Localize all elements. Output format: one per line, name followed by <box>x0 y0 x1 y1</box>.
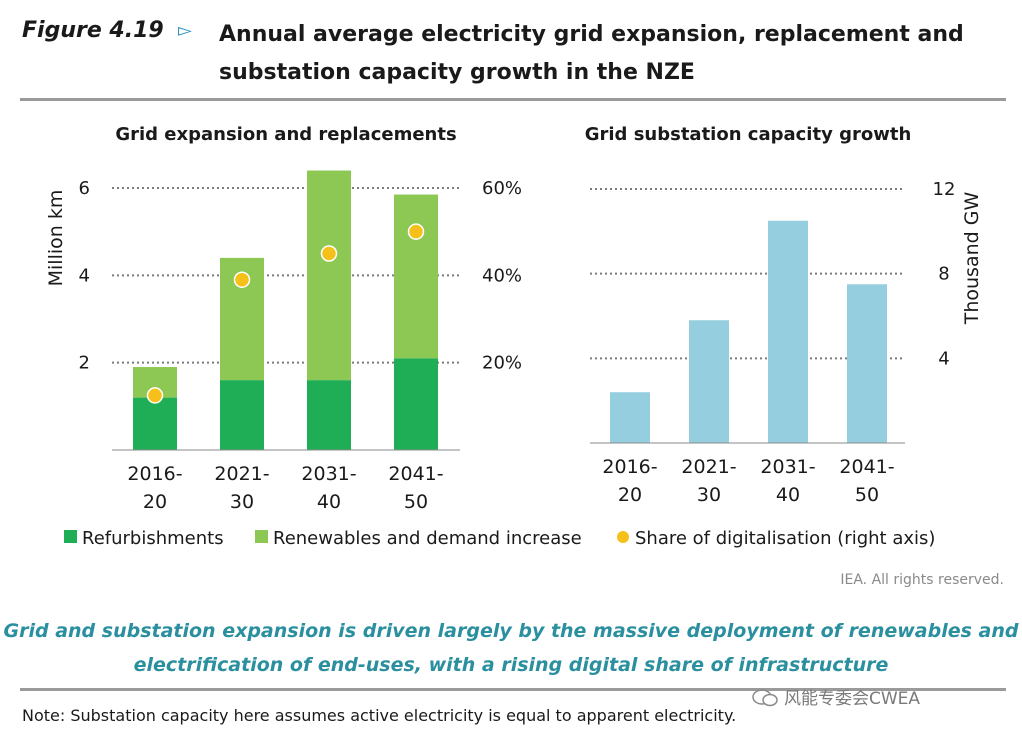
chart1-y2-tick-label: 40% <box>482 265 522 286</box>
chart2-title: Grid substation capacity growth <box>585 124 912 145</box>
chart2-x-tick-label: 20 <box>618 484 642 506</box>
charts-svg: Grid expansion and replacements 2 20% 4 40% 6… <box>45 124 983 549</box>
chart1-y2-tick-label: 60% <box>482 178 522 199</box>
chart1-x-tick-label: 2041- <box>388 463 443 485</box>
legend-marker-digitalisation <box>617 531 629 543</box>
digitalisation-share-point <box>233 271 251 288</box>
chart1-y-tick-label: 4 <box>79 265 90 286</box>
chart1-x-tick-label: 2021- <box>214 463 269 485</box>
chart2-x-tick-label: 40 <box>776 484 800 506</box>
chart1-x-tick-label: 20 <box>143 491 167 513</box>
chart2-x-tick-label: 2021- <box>681 456 736 478</box>
chart1-y-tick-label: 6 <box>79 178 90 199</box>
chart2-y-tick-label: 12 <box>933 179 956 200</box>
figure-title: Annual average electricity grid expansio… <box>219 22 964 85</box>
headline-caption: Grid and substation expansion is driven … <box>3 620 1019 676</box>
chart2-y-tick-label: 4 <box>938 348 949 369</box>
legend-label: Share of digitalisation (right axis) <box>635 528 935 549</box>
figure-arrow-icon: ▻ <box>178 20 192 41</box>
chart2-y-axis-label: Thousand GW <box>961 192 983 326</box>
legend-marker-renewables <box>255 530 268 543</box>
chart1-x-tick-label: 30 <box>230 491 254 513</box>
bar-substation-capacity <box>610 392 650 443</box>
digitalisation-share-point <box>146 387 164 404</box>
chart1-title: Grid expansion and replacements <box>115 124 456 145</box>
watermark-text: 风能专委会CWEA <box>784 689 921 709</box>
footer-divider <box>20 688 1006 691</box>
chart2-x-tick-label: 2031- <box>760 456 815 478</box>
chart1-y2-tick-label: 20% <box>482 353 522 374</box>
bar-refurbishments <box>133 397 177 450</box>
digitalisation-share-point <box>320 245 338 262</box>
chart1-x-tick-label: 50 <box>404 491 428 513</box>
bar-renewables-demand <box>307 170 351 381</box>
credit-text: IEA. All rights reserved. <box>840 572 1004 588</box>
chart1-y-axis-label: Million km <box>45 190 67 287</box>
bar-substation-capacity <box>847 284 887 443</box>
legend-label: Refurbishments <box>82 528 224 549</box>
chart1-x-tick-label: 2031- <box>301 463 356 485</box>
chart2-x-tick-label: 30 <box>697 484 721 506</box>
bar-substation-capacity <box>768 220 808 443</box>
chart1-y-tick-label: 2 <box>79 353 90 374</box>
watermark: 风能专委会CWEA <box>752 684 920 709</box>
bar-refurbishments <box>394 358 438 450</box>
bar-refurbishments <box>220 380 264 450</box>
legend-label: Renewables and demand increase <box>273 528 582 549</box>
chart1-x-tick-label: 40 <box>317 491 341 513</box>
chart2-x-tick-label: 2016- <box>602 456 657 478</box>
bar-substation-capacity <box>689 320 729 443</box>
chart2-x-tick-label: 2041- <box>839 456 894 478</box>
note-text: Note: Substation capacity here assumes a… <box>22 706 737 725</box>
chart2-y-tick-label: 8 <box>938 264 949 285</box>
header-divider <box>20 98 1006 101</box>
legend-marker-refurbishments <box>64 530 77 543</box>
chart1-x-tick-label: 2016- <box>127 463 182 485</box>
bar-renewables-demand <box>394 194 438 359</box>
figure-number: Figure 4.19 <box>22 18 164 43</box>
wechat-icon <box>752 689 778 707</box>
chart2-x-tick-label: 50 <box>855 484 879 506</box>
bar-refurbishments <box>307 380 351 450</box>
digitalisation-share-point <box>407 223 425 240</box>
